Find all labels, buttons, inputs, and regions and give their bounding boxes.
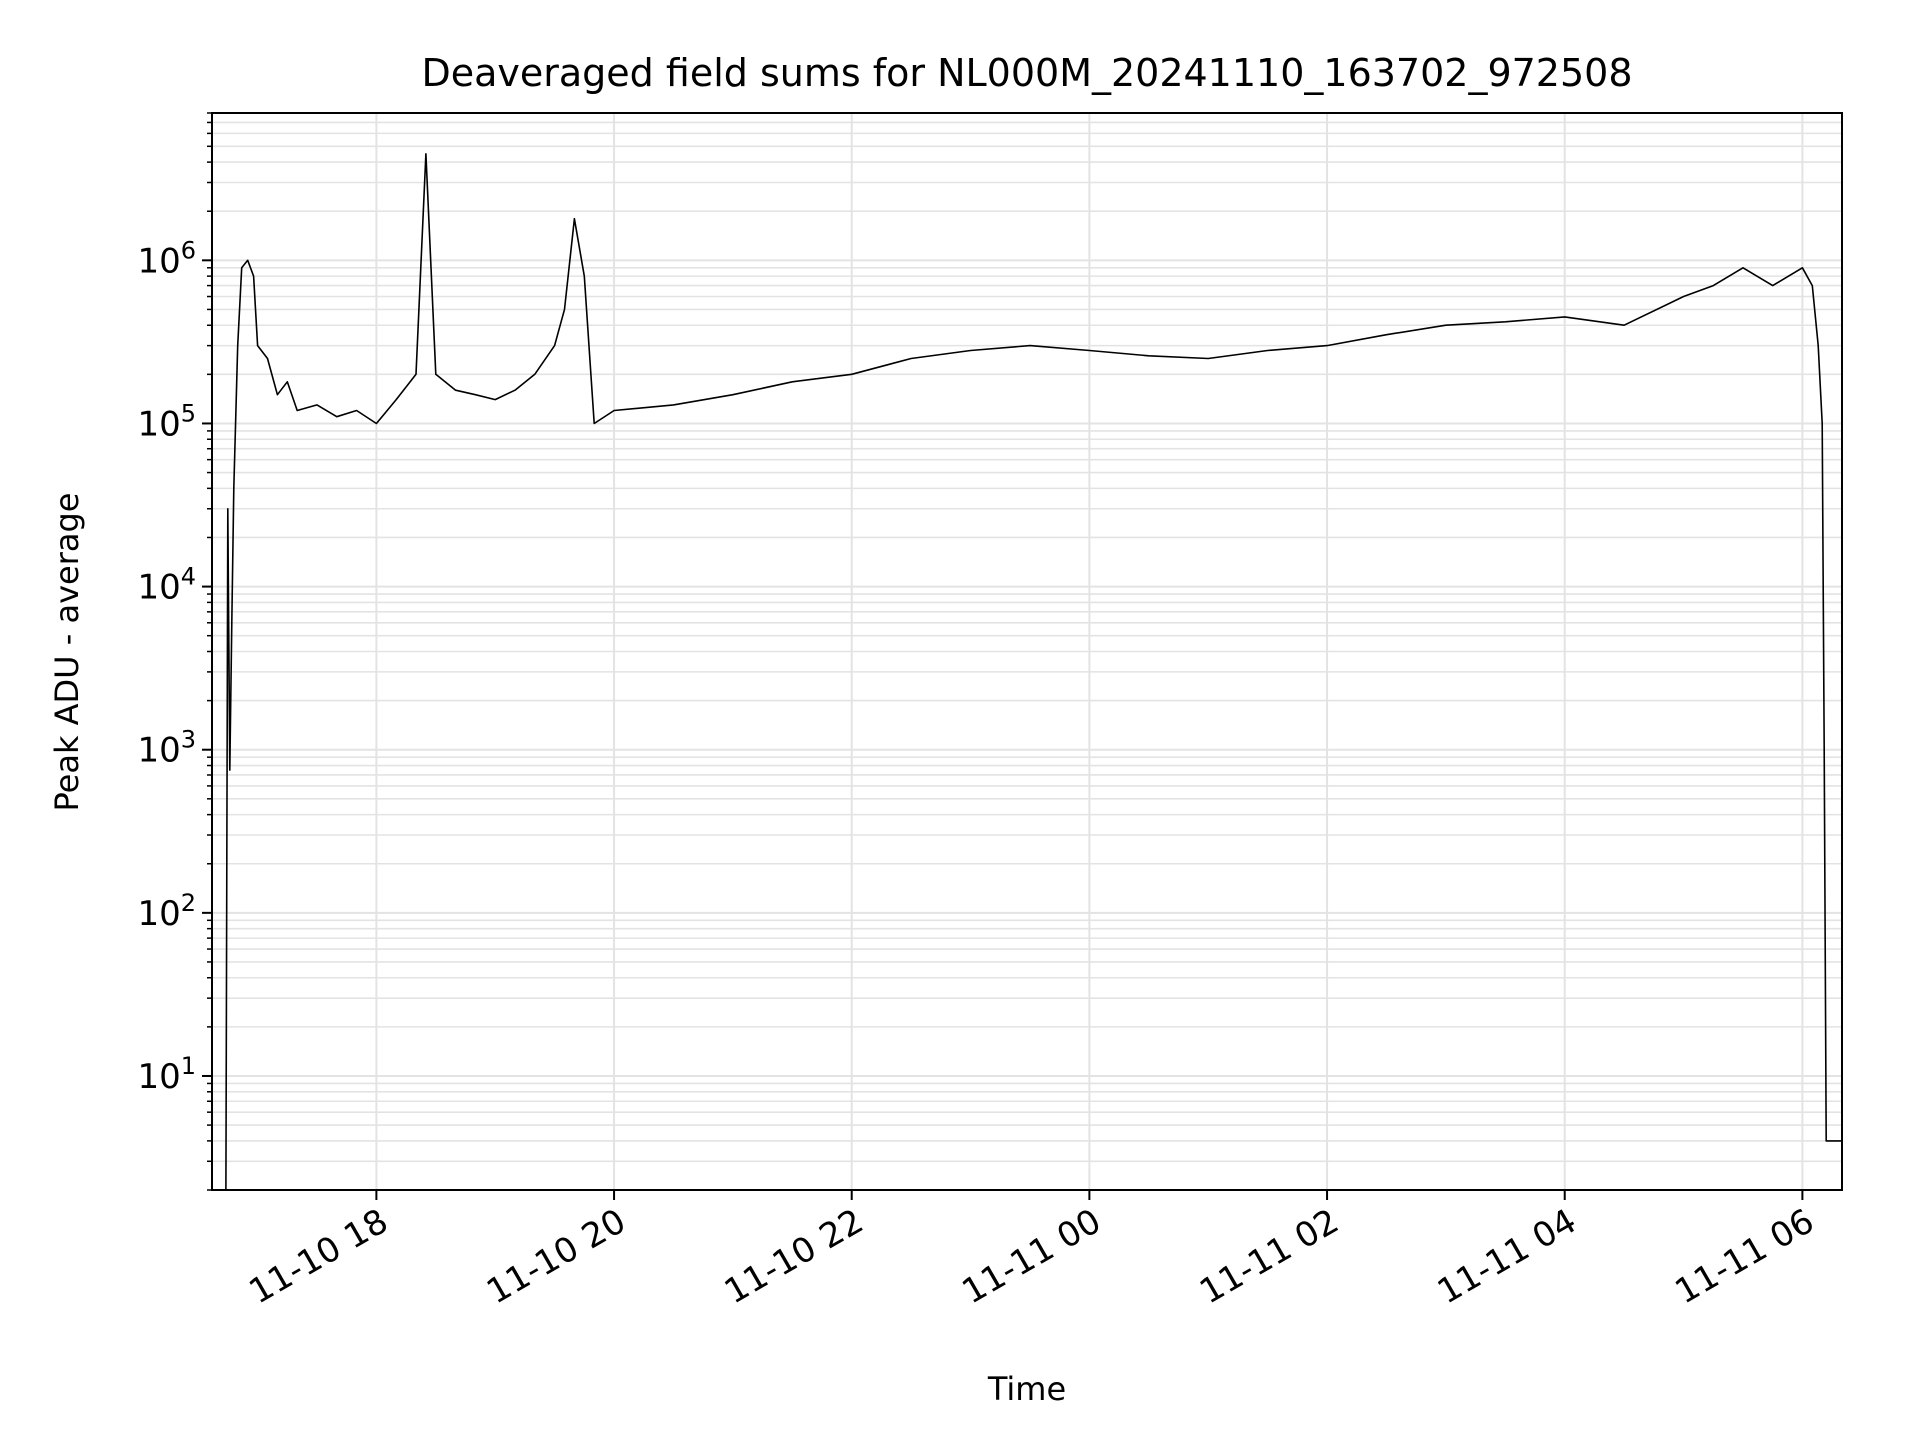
- y-tick-label: 104: [137, 563, 196, 608]
- y-tick-label: 105: [137, 399, 196, 444]
- y-tick-label: 103: [137, 726, 196, 771]
- y-tick-label: 106: [137, 236, 196, 281]
- series-line: [225, 153, 1842, 1191]
- x-axis-label: Time: [987, 1370, 1066, 1408]
- y-tick-label: 102: [137, 889, 196, 934]
- y-axis-label: Peak ADU - average: [48, 493, 86, 812]
- series-layer: [225, 153, 1842, 1191]
- y-tick-label: 101: [137, 1052, 196, 1097]
- y-axis: 101 102 103 104 105 106: [137, 112, 212, 1191]
- chart-title: Deaveraged field sums for NL000M_2024111…: [421, 51, 1632, 95]
